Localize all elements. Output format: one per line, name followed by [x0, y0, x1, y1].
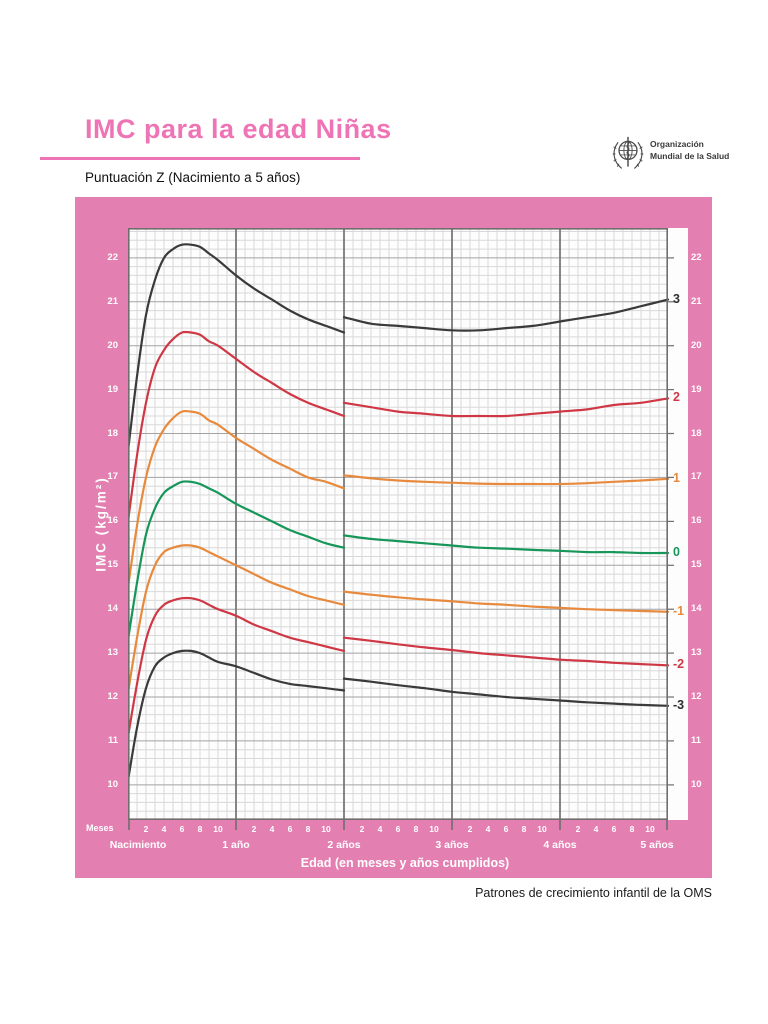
month-tick-label: 4 [485, 824, 491, 834]
y-tick-label: 18 [691, 428, 702, 439]
y-tick-label: 16 [691, 515, 702, 526]
y-tick-label: 15 [107, 559, 118, 570]
month-tick-label: 4 [593, 824, 599, 834]
y-tick-label: 15 [691, 559, 702, 570]
month-tick-label: 10 [645, 824, 655, 834]
month-tick-label: 8 [629, 824, 635, 834]
month-tick-label: 6 [503, 824, 509, 834]
month-tick-label: 2 [359, 824, 365, 834]
month-tick-label: 8 [197, 824, 203, 834]
month-tick-label: 6 [179, 824, 185, 834]
chart-panel: 10 11 12 13 14 15 16 17 18 19 20 21 22 10 11 12 13 14 15 1… [75, 197, 712, 878]
y-tick-label: 20 [691, 340, 702, 351]
y-tick-label: 11 [691, 735, 702, 746]
y-tick-label: 12 [691, 691, 702, 702]
zscore-label-0: 0 [673, 545, 680, 559]
month-tick-label: 4 [377, 824, 383, 834]
year-label: 4 años [543, 839, 577, 851]
y-tick-label: 11 [107, 735, 118, 746]
month-tick-label: 2 [143, 824, 149, 834]
month-tick-label: 2 [575, 824, 581, 834]
y-tick-label: 16 [107, 515, 118, 526]
zscore-label--2: -2 [673, 657, 685, 671]
y-tick-label: 20 [107, 340, 118, 351]
y-axis-title: IMC (kg/m²) [93, 476, 109, 572]
zscore-label--3: -3 [673, 698, 685, 712]
y-tick-label: 22 [691, 252, 702, 263]
y-tick-label: 22 [107, 252, 118, 263]
y-tick-label: 19 [107, 384, 118, 395]
y-tick-label: 10 [107, 779, 118, 790]
month-tick-label: 8 [413, 824, 419, 834]
chart-svg [128, 228, 674, 830]
zscore-label-1: 1 [673, 471, 680, 485]
y-tick-label: 19 [691, 384, 702, 395]
page-title: IMC para la edad Niñas [85, 114, 392, 144]
who-emblem-icon [610, 134, 646, 179]
month-tick-label: 6 [287, 824, 293, 834]
months-unit-label: Meses [86, 823, 114, 833]
y-tick-label: 18 [107, 428, 118, 439]
year-label: 5 años [640, 839, 674, 851]
y-tick-label: 14 [691, 603, 702, 614]
who-logo-line1: Organización [650, 139, 704, 149]
zscore-label-3: 3 [673, 292, 680, 306]
month-tick-label: 6 [611, 824, 617, 834]
zscore-label--1: -1 [673, 604, 685, 618]
y-tick-label: 21 [107, 296, 118, 307]
month-tick-label: 2 [251, 824, 257, 834]
x-axis-title: Edad (en meses y años cumplidos) [300, 856, 510, 870]
y-tick-label: 21 [691, 296, 702, 307]
who-logo-line2: Mundial de la Salud [650, 151, 730, 162]
month-tick-label: 10 [537, 824, 547, 834]
month-tick-label: 2 [467, 824, 473, 834]
month-tick-label: 10 [321, 824, 331, 834]
y-tick-label: 13 [691, 647, 702, 658]
footer-note: Patrones de crecimiento infantil de la O… [475, 886, 712, 900]
year-label: Nacimiento [109, 839, 167, 851]
y-tick-label: 14 [107, 603, 118, 614]
month-tick-label: 4 [269, 824, 275, 834]
month-tick-label: 6 [395, 824, 401, 834]
year-label: 2 años [327, 839, 361, 851]
zscore-label-2: 2 [673, 390, 680, 404]
y-tick-label: 13 [107, 647, 118, 658]
y-tick-label: 17 [691, 471, 702, 482]
zscore-label-band [668, 228, 688, 820]
y-tick-label: 17 [107, 471, 118, 482]
who-logo-text: Organización Mundial de la Salud [650, 138, 729, 163]
year-label: 1 año [222, 839, 250, 851]
who-logo: Organización Mundial de la Salud [610, 134, 729, 174]
month-tick-label: 8 [521, 824, 527, 834]
month-tick-label: 8 [305, 824, 311, 834]
y-tick-label: 12 [107, 691, 118, 702]
month-tick-label: 10 [213, 824, 223, 834]
y-tick-label: 10 [691, 779, 702, 790]
month-tick-label: 10 [429, 824, 439, 834]
title-underline [40, 157, 360, 160]
month-tick-label: 4 [161, 824, 167, 834]
year-label: 3 años [435, 839, 469, 851]
chart-subtitle: Puntuación Z (Nacimiento a 5 años) [85, 170, 301, 185]
